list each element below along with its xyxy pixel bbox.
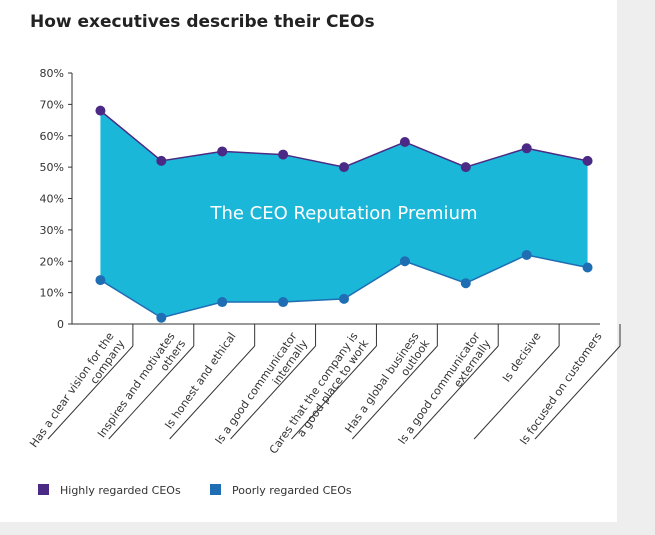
data-point	[399, 256, 410, 267]
legend-label: Poorly regarded CEOs	[232, 484, 352, 497]
annotation: The CEO Reputation Premium	[209, 203, 477, 224]
legend-swatch	[38, 484, 49, 495]
panel-edge	[617, 0, 655, 535]
x-separator	[230, 345, 316, 440]
data-point	[156, 155, 167, 166]
y-tick-label: 50%	[40, 161, 64, 174]
data-point	[217, 297, 228, 308]
data-point	[339, 162, 349, 173]
data-point	[95, 105, 106, 116]
y-tick-label: 70%	[40, 98, 64, 111]
y-tick-label: 10%	[40, 287, 64, 300]
y-tick-label: 80%	[40, 67, 64, 80]
y-tick-label: 40%	[40, 193, 64, 206]
x-separator	[108, 345, 195, 440]
data-point	[278, 149, 289, 160]
y-tick-label: 30%	[40, 224, 64, 237]
chart-title: How executives describe their CEOs	[30, 12, 375, 32]
y-tick-label: 0	[57, 318, 64, 331]
legend-swatch	[210, 484, 221, 495]
y-tick-label: 20%	[40, 255, 64, 268]
data-point	[521, 249, 532, 260]
data-point	[339, 293, 349, 304]
y-tick-label: 60%	[40, 130, 64, 143]
data-point	[582, 262, 593, 273]
data-point	[278, 297, 289, 308]
x-separator	[169, 345, 256, 440]
x-separator	[412, 345, 499, 440]
data-point	[582, 155, 593, 166]
data-point	[95, 275, 106, 286]
panel-edge	[0, 522, 655, 535]
x-separator	[534, 345, 621, 440]
data-point	[521, 143, 532, 154]
data-point	[217, 146, 228, 157]
x-separator	[291, 345, 377, 440]
data-point	[460, 278, 471, 289]
x-separator	[473, 345, 560, 440]
data-point	[460, 162, 471, 173]
legend-label: Highly regarded CEOs	[60, 484, 181, 497]
data-point	[399, 137, 410, 148]
x-separator	[47, 345, 134, 440]
data-point	[156, 312, 167, 323]
premium-area	[100, 110, 588, 318]
x-separator	[351, 345, 438, 440]
